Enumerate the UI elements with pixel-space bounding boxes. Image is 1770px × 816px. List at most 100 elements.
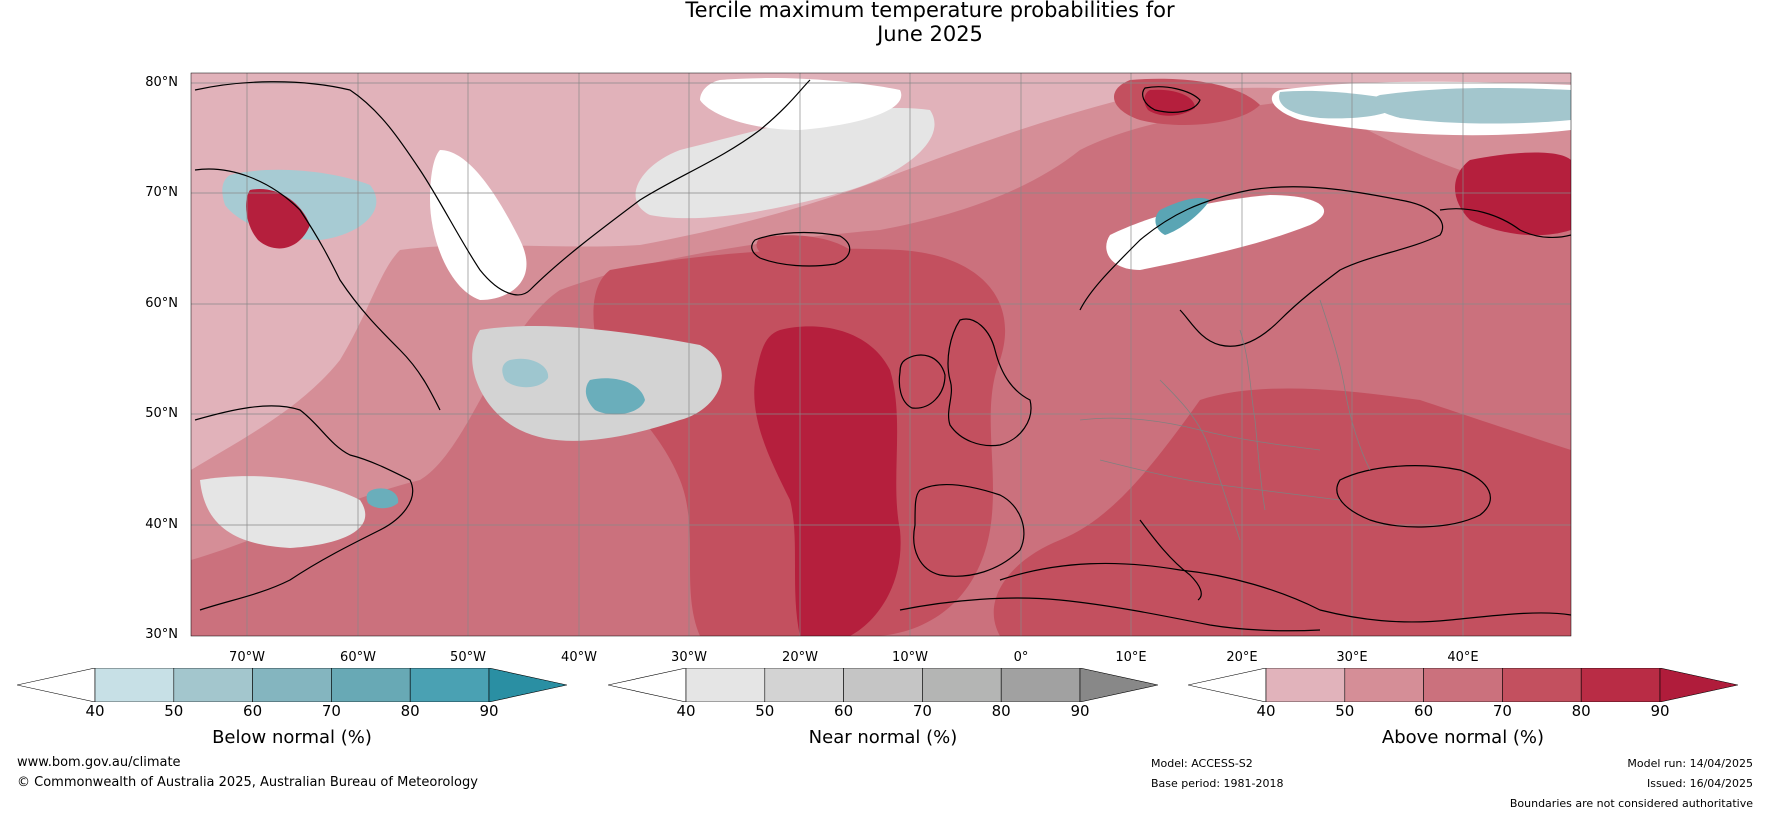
lon-label: 10°E: [1115, 650, 1147, 665]
lat-label: 70°N: [145, 185, 178, 200]
colorbar-segment: [1344, 668, 1424, 702]
colorbar-segment: [1000, 668, 1081, 702]
colorbar-tick-label: 70: [1492, 702, 1512, 720]
colorbar-extend-low: [1188, 668, 1267, 702]
lon-label: 0°: [1013, 650, 1029, 665]
colorbar-tick-label: 70: [321, 702, 341, 720]
below-normal-norway: [1155, 198, 1210, 235]
italy-coast: [1139, 519, 1202, 601]
iceland-coast: [751, 231, 851, 267]
colorbar-segment: [1423, 668, 1503, 702]
lon-label: 50°W: [450, 650, 486, 665]
lon-label: 40°E: [1447, 650, 1479, 665]
colorbar-segment: [173, 668, 253, 702]
lon-label: 30°W: [671, 650, 707, 665]
colorbar-near-normal: [608, 668, 1158, 702]
greenland-coast: [194, 79, 811, 296]
colorbar-segment: [685, 668, 766, 702]
lon-label: 60°W: [340, 650, 376, 665]
below-normal-kara: [1371, 87, 1571, 124]
colorbar-tick-label: 60: [243, 702, 263, 720]
above-normal-strong-russia: [1455, 152, 1571, 236]
colorbar-below-normal: [17, 668, 567, 702]
colorbar-above-normal: [1188, 668, 1738, 702]
colorbar-segment: [1502, 668, 1582, 702]
map-title-line1: Tercile maximum temperature probabilitie…: [685, 0, 1175, 22]
colorbar-tick-label: 50: [164, 702, 184, 720]
colorbar-tick-label: 60: [834, 702, 854, 720]
colorbar-tick-label: 90: [1070, 702, 1090, 720]
colorbar-tick-label: 40: [1256, 702, 1276, 720]
graticule: [191, 73, 1571, 636]
above-normal-darkest-atlantic: [754, 326, 901, 636]
above-normal-strong-east: [993, 388, 1571, 636]
colorbar-extend-high: [488, 668, 567, 702]
white-greenland: [430, 150, 527, 300]
near-normal-greenland-sea: [635, 108, 935, 219]
lat-label: 30°N: [145, 627, 178, 642]
colorbar-tick-label: 80: [1571, 702, 1591, 720]
below-normal-labrador-sea: [502, 358, 549, 388]
colorbar-tick-label: 80: [991, 702, 1011, 720]
lat-label: 60°N: [145, 296, 178, 311]
scandinavia-coast: [1079, 186, 1444, 347]
colorbar-segment: [252, 668, 332, 702]
lon-label: 10°W: [892, 650, 928, 665]
black-sea-coast: [1336, 465, 1491, 528]
colorbar-extend-high: [1659, 668, 1738, 702]
colorbar-tick-label: 80: [400, 702, 420, 720]
footer-issued: Issued: 16/04/2025: [1646, 777, 1753, 790]
colorbar-title-above: Above normal (%): [1381, 727, 1545, 748]
russia-arctic-coast: [1439, 208, 1571, 238]
colorbar-tick-label: 50: [755, 702, 775, 720]
colorbar-extend-low: [17, 668, 96, 702]
colorbar-segment: [1265, 668, 1346, 702]
map-title: Tercile maximum temperature probabilitie…: [0, 0, 1770, 46]
colorbar-segment: [409, 668, 490, 702]
colorbar-segment: [331, 668, 411, 702]
coastlines: [194, 79, 1571, 632]
above-normal-svalbard: [1144, 89, 1195, 116]
below-normal-barents: [1279, 90, 1400, 119]
lat-label: 40°N: [145, 517, 178, 532]
colorbar-title-below: Below normal (%): [212, 727, 372, 748]
colorbar-tick-label: 70: [912, 702, 932, 720]
colorbar-tick-label: 40: [676, 702, 696, 720]
lon-label: 20°W: [782, 650, 818, 665]
colorbar-extend-high: [1079, 668, 1158, 702]
colorbar-segment: [843, 668, 923, 702]
below-normal-cape-cod: [366, 488, 399, 509]
colorbar-segment: [1580, 668, 1661, 702]
lon-label: 20°E: [1226, 650, 1258, 665]
below-normal-atlantic: [585, 378, 645, 415]
probability-field: [191, 73, 1571, 636]
colorbar-extend-low: [608, 668, 687, 702]
colorbar-tick-label: 60: [1414, 702, 1434, 720]
lon-label: 40°W: [561, 650, 597, 665]
colorbar-tick-label: 90: [479, 702, 499, 720]
colorbar-tick-label: 40: [85, 702, 105, 720]
lon-label: 30°E: [1336, 650, 1368, 665]
white-scandinavia: [1106, 195, 1325, 270]
north-africa-coast: [899, 597, 1321, 632]
footer-copyright: © Commonwealth of Australia 2025, Austra…: [17, 775, 478, 790]
britain-coast: [947, 318, 1032, 447]
colorbar-tick-label: 90: [1650, 702, 1670, 720]
colorbar-segment: [764, 668, 844, 702]
white-greenland-east: [700, 78, 902, 130]
labrador-coast: [194, 405, 414, 611]
colorbar-title-near: Near normal (%): [808, 727, 958, 748]
national-borders: [1079, 299, 1371, 541]
footer-model-run: Model run: 14/04/2025: [1627, 757, 1753, 770]
baffin-coast: [194, 168, 441, 411]
lat-label: 80°N: [145, 75, 178, 90]
colorbar-segment: [94, 668, 175, 702]
lon-label: 70°W: [229, 650, 265, 665]
map-title-line2: June 2025: [877, 22, 983, 46]
colorbar-tick-label: 50: [1335, 702, 1355, 720]
mediterranean-coast: [999, 562, 1571, 623]
footer-base-period: Base period: 1981-2018: [1151, 777, 1284, 790]
svalbard-coast: [1142, 86, 1201, 113]
footer-website: www.bom.gov.au/climate: [17, 755, 181, 770]
